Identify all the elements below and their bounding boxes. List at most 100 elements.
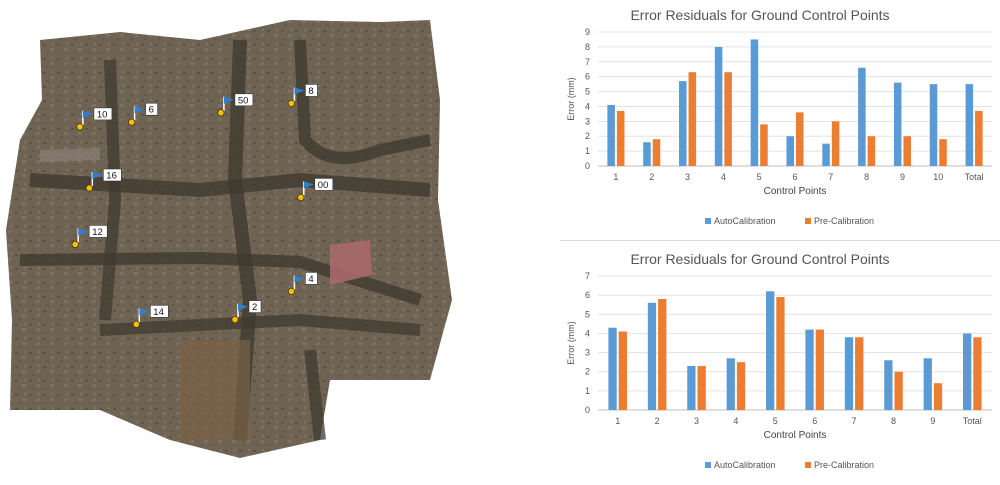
bar [858,67,866,166]
y-tick-label: 8 [585,42,590,52]
y-tick-label: 6 [585,72,590,82]
bar [616,110,625,166]
bar [724,72,732,166]
flag-marker-icon [238,303,248,311]
chart-bottom: Error Residuals for Ground Control Point… [560,244,1000,480]
legend-entry: AutoCalibration [714,216,776,226]
ground-control-point-marker[interactable]: 50 [217,93,254,117]
marker-label: 10 [97,109,108,120]
x-tick-label: 7 [828,172,833,182]
x-axis-label: Control Points [764,186,827,197]
bar [647,302,657,410]
orthomosaic-map: 10 6 50 8 16 00 12 4 14 2 [0,0,470,470]
bar [688,72,697,166]
marker-label: 6 [149,105,154,116]
marker-label-box [93,107,113,121]
bar [939,139,947,166]
bar [923,358,932,410]
x-tick-label: 1 [613,172,618,182]
ground-control-point-marker[interactable]: 16 [85,168,122,192]
orthomosaic-map-image: 10 6 50 8 16 00 12 4 14 2 [6,20,452,458]
marker-label-box [248,300,262,313]
legend-swatch [805,462,811,468]
bar [714,46,723,167]
marker-label: 00 [318,180,329,191]
bar [893,82,902,166]
pin-dot [287,99,295,108]
marker-label: 12 [92,227,103,238]
pin-dot [76,123,84,131]
marker-label-box [305,272,318,285]
ground-control-point-marker[interactable]: 14 [132,304,169,328]
bar [766,291,775,410]
map-surface [6,20,452,458]
marker-label-box [305,84,318,97]
ground-control-point-marker[interactable]: 4 [287,272,318,295]
bar [652,139,661,166]
y-tick-label: 4 [585,328,590,338]
bar [608,327,617,410]
y-tick-label: 3 [585,348,590,358]
bar [831,121,840,166]
x-tick-label: 4 [721,172,726,182]
ground-control-point-marker[interactable]: 2 [231,300,262,324]
marker-label: 8 [308,86,313,97]
flag-marker-icon [294,275,305,283]
marker-label: 4 [308,274,313,285]
bar [903,136,911,166]
y-tick-label: 0 [585,161,590,171]
y-axis-label: Error (mm) [566,321,576,365]
y-tick-label: 1 [585,146,590,156]
x-tick-label: 6 [792,172,797,182]
bar [975,110,983,166]
bar [776,297,785,410]
bar [687,365,696,410]
legend-swatch [805,218,811,224]
y-tick-label: 5 [585,87,590,97]
bar [786,136,794,166]
bar [760,124,768,166]
x-tick-label: 2 [649,172,654,182]
flag-marker-icon [139,308,150,316]
y-tick-label: 4 [585,101,590,111]
ground-control-point-marker[interactable]: 12 [71,225,108,248]
pin-dot [85,184,93,192]
bar [933,383,943,410]
bar [815,329,824,410]
marker-label: 14 [153,307,164,318]
marker-layer: 10 6 50 8 16 00 12 4 14 2 [71,84,334,328]
y-axis-label: Error (mm) [566,77,576,121]
x-tick-label: 8 [864,172,869,182]
x-tick-label: 2 [655,416,660,426]
ground-control-point-marker[interactable]: 6 [128,102,158,126]
y-tick-label: 2 [585,367,590,377]
flag-marker-icon [82,110,93,118]
pin-dot [287,287,295,295]
bar [805,329,814,410]
bar [855,337,864,410]
bar [658,298,667,410]
ground-control-point-marker[interactable]: 00 [297,178,334,201]
ground-control-point-marker[interactable]: 10 [76,107,113,131]
x-axis-label: Control Points [764,430,827,441]
marker-label-box [150,304,169,318]
chart-title: Error Residuals for Ground Control Point… [630,7,889,23]
pin-dot [71,240,79,248]
bar [973,337,982,410]
flag-marker-icon [223,96,234,104]
ground-control-point-marker[interactable]: 8 [287,84,318,108]
pin-dot [217,109,225,117]
flag-marker-icon [303,181,314,189]
pin-dot [297,193,305,201]
bar [929,84,938,166]
bar [726,358,735,410]
marker-label: 16 [106,171,117,182]
bar [965,84,974,166]
x-tick-label: 9 [930,416,935,426]
bar [697,365,706,410]
legend-entry: Pre-Calibration [814,216,874,226]
x-tick-label: 6 [812,416,817,426]
bar [618,331,627,410]
x-tick-label: 7 [852,416,857,426]
marker-label-box [88,225,108,238]
